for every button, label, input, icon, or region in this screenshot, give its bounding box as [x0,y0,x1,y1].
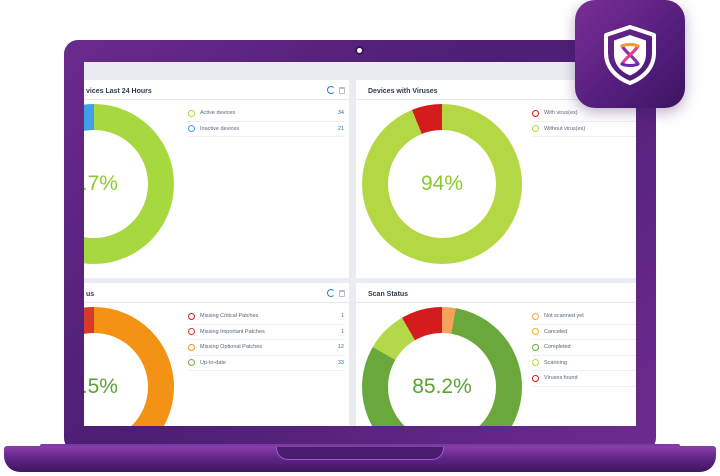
legend-value: 21 [337,125,344,132]
legend-label: Inactive devices [200,125,240,132]
card-title: us [86,291,95,298]
legend-item[interactable]: Viruses found [532,371,636,387]
legend-item[interactable]: Active devices 34 [188,106,344,122]
donut-chart: 94% [362,104,522,264]
legend: With virus(es) Without virus(es) [532,106,636,137]
legend-value: 34 [337,110,344,117]
legend-dot-icon [188,125,195,133]
legend-dot-icon [188,359,195,367]
legend-item[interactable]: Not scanned yet [532,309,636,325]
legend-dot-icon [188,109,195,117]
donut-chart: 5.7% [84,104,174,264]
card-devices-with-viruses: Devices with Viruses 94% With virus(es) … [356,80,636,278]
legend-dot-icon [188,328,195,336]
legend-label: Missing Critical Patches [200,313,259,320]
legend-item[interactable]: Canceled [532,325,636,340]
donut-percent: 85.2% [412,375,472,398]
dashboard-screen: vices Last 24 Hours 5.7% Active devices … [84,62,636,426]
legend-label: Without virus(es) [544,125,586,132]
donut-percent: 94% [420,172,464,195]
legend-dot-icon [532,109,539,117]
app-badge [575,0,685,108]
legend-dot-icon [532,343,539,351]
legend-value: 12 [337,344,344,351]
legend-label: With virus(es) [544,110,578,117]
legend-item[interactable]: Missing Critical Patches 1 [188,309,344,325]
card-patch-status: us 3.5% Missing Critical Patches 1 Missi… [84,283,349,426]
laptop-hinge-notch [276,447,444,460]
legend-item[interactable]: Scanning [532,356,636,371]
legend: Missing Critical Patches 1 Missing Impor… [188,309,344,371]
card-title: Scan Status [368,291,409,298]
refresh-icon[interactable] [327,86,335,94]
trash-icon[interactable] [339,289,345,297]
legend-value: 1 [340,313,344,320]
legend: Active devices 34 Inactive devices 21 [188,106,344,137]
donut-percent: 5.7% [84,172,118,195]
card-scan-status: Scan Status 85.2% Not scanned yet Cancel… [356,283,636,426]
legend-dot-icon [532,359,539,367]
legend-item[interactable]: Without virus(es) [532,122,636,137]
card-tools [327,289,345,297]
legend-label: Completed [544,344,571,351]
legend: Not scanned yet Canceled Completed Scann… [532,309,636,387]
legend-label: Up-to-date [200,359,226,366]
legend-label: Active devices [200,110,236,117]
legend-item[interactable]: Missing Optional Patches 12 [188,340,344,356]
legend-dot-icon [188,312,195,320]
legend-dot-icon [188,343,195,351]
card-devices-24h: vices Last 24 Hours 5.7% Active devices … [84,80,349,278]
legend-dot-icon [532,312,539,320]
shield-icon [604,25,656,85]
legend-dot-icon [532,125,539,133]
donut-chart: 3.5% [84,307,174,426]
legend-label: Missing Optional Patches [200,344,263,351]
legend-dot-icon [532,328,539,336]
donut-percent: 3.5% [84,375,118,398]
card-title: vices Last 24 Hours [86,88,152,95]
legend-label: Canceled [544,328,568,335]
legend-item[interactable]: Completed [532,340,636,356]
legend-label: Viruses found [544,375,578,382]
legend-label: Scanning [544,359,567,366]
legend-item[interactable]: Up-to-date 33 [188,356,344,371]
legend-label: Not scanned yet [544,313,584,320]
legend-item[interactable]: Missing Important Patches 1 [188,325,344,340]
legend-value: 1 [340,328,344,335]
legend-item[interactable]: Inactive devices 21 [188,122,344,137]
legend-value: 33 [337,359,344,366]
camera-dot [355,46,364,55]
legend-dot-icon [532,374,539,382]
legend-label: Missing Important Patches [200,328,265,335]
card-title: Devices with Viruses [368,88,438,95]
card-tools [327,86,345,94]
legend-item[interactable]: With virus(es) [532,106,636,122]
donut-chart: 85.2% [362,307,522,426]
trash-icon[interactable] [339,86,345,94]
refresh-icon[interactable] [327,289,335,297]
